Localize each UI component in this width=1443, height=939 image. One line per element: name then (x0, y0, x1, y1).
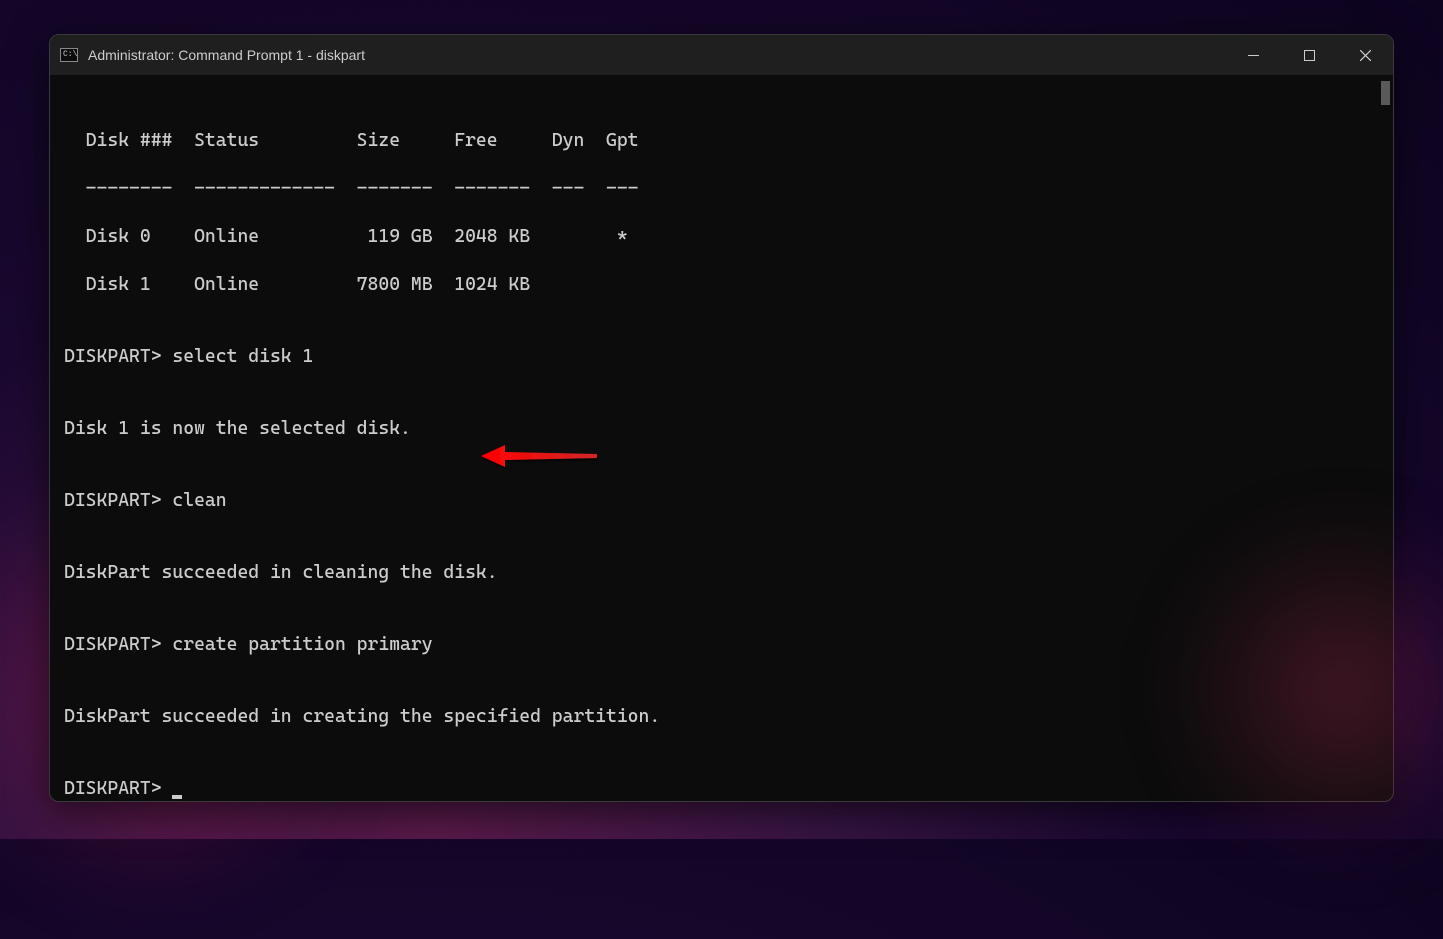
annotation-arrow-icon (479, 443, 601, 469)
terminal-line: DISKPART> select disk 1 (64, 345, 1375, 369)
terminal-output[interactable]: Disk ### Status Size Free Dyn Gpt ------… (50, 75, 1393, 801)
terminal-cursor (172, 795, 182, 799)
command-prompt-window: C:\ Administrator: Command Prompt 1 - di… (49, 34, 1394, 802)
terminal-line: DISKPART> create partition primary (64, 633, 1375, 657)
terminal-prompt-line: DISKPART> (64, 777, 1375, 801)
scrollbar-thumb[interactable] (1381, 81, 1390, 105)
window-controls (1225, 35, 1393, 75)
window-title: Administrator: Command Prompt 1 - diskpa… (88, 47, 1225, 63)
cmd-icon: C:\ (60, 48, 78, 62)
terminal-line: Disk 1 is now the selected disk. (64, 417, 1375, 441)
terminal-line: Disk ### Status Size Free Dyn Gpt (64, 129, 1375, 153)
terminal-line: Disk 0 Online 119 GB 2048 KB * (64, 225, 1375, 249)
terminal-prompt-text: DISKPART> (64, 778, 172, 799)
terminal-line: -------- ------------- ------- ------- -… (64, 177, 1375, 201)
terminal-line: DISKPART> clean (64, 489, 1375, 513)
window-titlebar[interactable]: C:\ Administrator: Command Prompt 1 - di… (50, 35, 1393, 75)
minimize-button[interactable] (1225, 35, 1281, 75)
cmd-icon-text: C:\ (63, 51, 77, 59)
terminal-line: DiskPart succeeded in creating the speci… (64, 705, 1375, 729)
maximize-button[interactable] (1281, 35, 1337, 75)
terminal-line: DiskPart succeeded in cleaning the disk. (64, 561, 1375, 585)
close-button[interactable] (1337, 35, 1393, 75)
terminal-line: Disk 1 Online 7800 MB 1024 KB (64, 273, 1375, 297)
